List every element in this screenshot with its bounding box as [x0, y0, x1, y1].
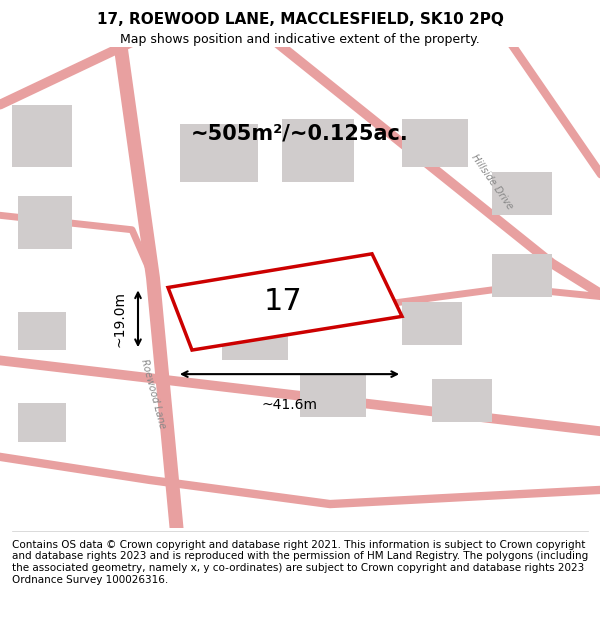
Text: Hillside Drive: Hillside Drive	[469, 152, 515, 211]
Text: ~19.0m: ~19.0m	[112, 291, 126, 347]
Bar	[492, 172, 552, 215]
Bar	[492, 254, 552, 297]
Text: Roewood Lane: Roewood Lane	[139, 357, 167, 429]
Bar	[18, 403, 66, 441]
Bar	[12, 104, 72, 167]
Bar	[222, 316, 288, 359]
Bar	[18, 311, 66, 350]
Text: Contains OS data © Crown copyright and database right 2021. This information is : Contains OS data © Crown copyright and d…	[12, 540, 588, 584]
Text: ~41.6m: ~41.6m	[262, 398, 317, 412]
Text: 17: 17	[264, 288, 303, 316]
Text: ~505m²/~0.125ac.: ~505m²/~0.125ac.	[191, 124, 409, 144]
Bar	[300, 374, 366, 418]
Bar	[432, 379, 492, 423]
Bar	[282, 119, 354, 182]
Bar	[18, 196, 72, 249]
Text: Map shows position and indicative extent of the property.: Map shows position and indicative extent…	[120, 32, 480, 46]
Bar	[402, 119, 468, 167]
Bar	[180, 124, 258, 182]
Text: 17, ROEWOOD LANE, MACCLESFIELD, SK10 2PQ: 17, ROEWOOD LANE, MACCLESFIELD, SK10 2PQ	[97, 12, 503, 27]
Polygon shape	[168, 254, 402, 350]
Bar	[402, 302, 462, 345]
